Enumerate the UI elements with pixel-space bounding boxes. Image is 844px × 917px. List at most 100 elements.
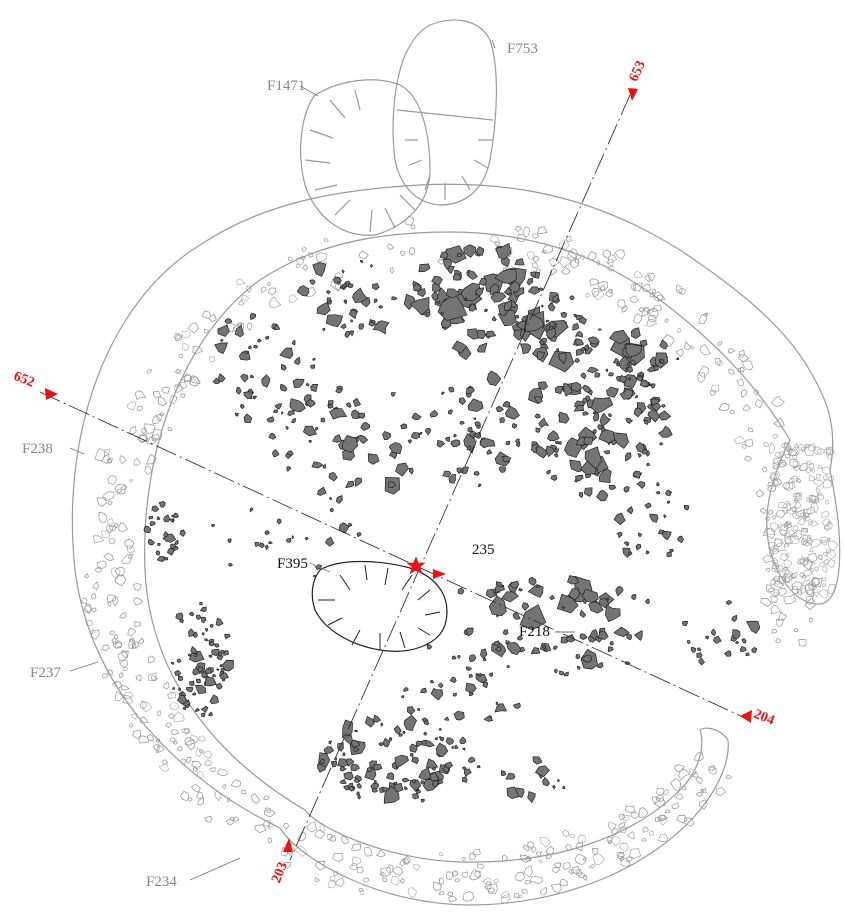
pebble [793, 443, 799, 449]
stone [570, 381, 582, 393]
stone [635, 543, 642, 551]
stone [502, 629, 509, 636]
stone [473, 417, 477, 420]
stone [411, 756, 419, 765]
stone [449, 676, 457, 684]
pebble [105, 524, 114, 534]
pebble [578, 834, 586, 844]
stone [506, 641, 522, 655]
pebble [648, 315, 657, 323]
stone [623, 374, 638, 388]
stone [174, 670, 182, 676]
stone [380, 722, 384, 727]
stone [194, 652, 198, 658]
pebble [132, 643, 137, 650]
label-f218: F218 [519, 624, 550, 640]
stone [484, 308, 488, 313]
stone [289, 398, 306, 413]
pebble [708, 766, 716, 771]
stone [402, 730, 406, 735]
pebble [714, 358, 721, 367]
pebble [777, 611, 787, 621]
ring-ditch-inner-edge-lower [304, 729, 703, 863]
stone [735, 640, 740, 644]
pebble [772, 542, 786, 552]
stone [502, 400, 511, 408]
stone [403, 786, 408, 791]
pebble [783, 481, 794, 492]
pebble [762, 554, 775, 564]
pebble [250, 793, 261, 804]
stone [163, 514, 171, 523]
feature-f395 [311, 560, 448, 652]
pebble [142, 700, 152, 713]
pebble [599, 284, 605, 291]
pebble [96, 497, 107, 507]
stone [292, 378, 305, 389]
pebble [542, 244, 554, 254]
pebble [462, 891, 475, 902]
stone [194, 684, 207, 694]
stone [261, 374, 271, 388]
stone [418, 263, 431, 273]
pebble [236, 278, 246, 286]
pebble [139, 716, 149, 724]
stone [350, 763, 360, 772]
stone [697, 647, 702, 652]
pebble [230, 779, 241, 788]
stone [638, 532, 643, 537]
pebble [774, 452, 783, 458]
pebble [801, 579, 811, 587]
stone [603, 450, 610, 455]
stone [625, 452, 632, 462]
stone [264, 530, 270, 536]
pebble [700, 788, 705, 793]
pebble [644, 275, 651, 283]
pebble [116, 488, 123, 493]
pebble [738, 349, 745, 358]
stone [615, 363, 621, 367]
pebble [607, 265, 615, 272]
pebble [519, 854, 532, 863]
pebble [607, 254, 617, 264]
stone [554, 385, 564, 395]
pebble [146, 733, 155, 742]
pebble [568, 868, 574, 875]
stone [646, 462, 650, 467]
pebble [626, 856, 633, 863]
pebble [675, 284, 683, 295]
pebble [716, 360, 723, 367]
pebble [699, 799, 708, 810]
stone [456, 467, 463, 474]
pebble [807, 521, 813, 526]
stone [495, 584, 505, 594]
pebble [709, 389, 716, 396]
pebble [360, 889, 365, 896]
stone [649, 513, 659, 523]
pebble [174, 332, 182, 342]
stone [390, 391, 396, 397]
pebble [655, 794, 664, 803]
pebble [777, 501, 786, 509]
stone [332, 434, 342, 443]
pebble [784, 569, 793, 579]
stone [515, 441, 521, 448]
pebble [314, 877, 320, 883]
pebble [767, 587, 781, 598]
pebble [675, 793, 684, 801]
stone [419, 687, 427, 694]
stone [192, 668, 200, 676]
stone [508, 281, 521, 293]
pebble [260, 286, 267, 294]
stone [536, 351, 545, 360]
pebble [84, 603, 93, 615]
pebble [461, 871, 469, 879]
pebble [454, 878, 461, 883]
pebble [147, 672, 157, 681]
stone [476, 764, 481, 769]
pebble [770, 604, 781, 615]
stone [489, 672, 493, 678]
pebble [788, 477, 795, 483]
pebble [107, 474, 117, 485]
stone [411, 413, 422, 420]
